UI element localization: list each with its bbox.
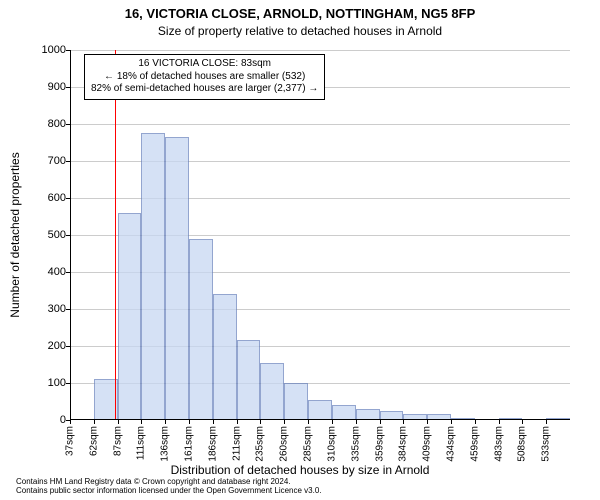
- y-tick-label: 900: [36, 81, 66, 93]
- x-tick-label: 260sqm: [279, 426, 290, 462]
- x-tick: [356, 420, 357, 424]
- attribution-line-2: Contains public sector information licen…: [16, 487, 322, 496]
- x-tick: [522, 420, 523, 424]
- x-tick-label: 111sqm: [136, 426, 147, 460]
- x-tick-label: 136sqm: [160, 426, 171, 462]
- x-tick: [403, 420, 404, 424]
- x-tick-label: 459sqm: [469, 426, 480, 462]
- histogram-chart: 16, VICTORIA CLOSE, ARNOLD, NOTTINGHAM, …: [0, 0, 600, 500]
- x-tick: [70, 420, 71, 424]
- histogram-bar: [237, 340, 261, 420]
- y-tick-label: 500: [36, 229, 66, 241]
- y-tick-label: 300: [36, 303, 66, 315]
- x-tick: [237, 420, 238, 424]
- x-tick: [141, 420, 142, 424]
- histogram-bar: [189, 239, 213, 420]
- histogram-bar: [141, 133, 165, 420]
- x-tick-label: 483sqm: [493, 426, 504, 462]
- y-axis-line: [70, 50, 71, 420]
- y-tick: [66, 87, 70, 88]
- x-tick-label: 409sqm: [422, 426, 433, 462]
- gridline: [70, 50, 570, 51]
- y-tick-label: 800: [36, 118, 66, 130]
- annotation-line-1: 16 VICTORIA CLOSE: 83sqm: [91, 58, 318, 71]
- x-tick: [427, 420, 428, 424]
- y-tick-label: 600: [36, 192, 66, 204]
- x-tick: [499, 420, 500, 424]
- y-tick-label: 700: [36, 155, 66, 167]
- x-tick-label: 186sqm: [207, 426, 218, 462]
- x-tick: [213, 420, 214, 424]
- x-axis-title: Distribution of detached houses by size …: [0, 463, 600, 477]
- x-tick: [284, 420, 285, 424]
- y-tick-label: 200: [36, 340, 66, 352]
- x-tick-label: 508sqm: [517, 426, 528, 462]
- x-tick: [189, 420, 190, 424]
- x-tick: [118, 420, 119, 424]
- annotation-line-2: ← 18% of detached houses are smaller (53…: [91, 71, 318, 84]
- x-tick-label: 285sqm: [303, 426, 314, 462]
- x-tick-label: 335sqm: [350, 426, 361, 462]
- y-tick: [66, 50, 70, 51]
- histogram-bar: [284, 383, 308, 420]
- x-tick-label: 359sqm: [374, 426, 385, 462]
- x-tick-label: 533sqm: [541, 426, 552, 462]
- histogram-bar: [308, 400, 332, 420]
- x-tick: [380, 420, 381, 424]
- x-tick: [260, 420, 261, 424]
- chart-subtitle: Size of property relative to detached ho…: [0, 24, 600, 38]
- y-axis-title: Number of detached properties: [8, 152, 22, 317]
- histogram-bar: [332, 405, 356, 420]
- x-tick-label: 384sqm: [398, 426, 409, 462]
- x-tick: [546, 420, 547, 424]
- x-tick: [308, 420, 309, 424]
- y-tick-label: 0: [36, 414, 66, 426]
- x-tick: [451, 420, 452, 424]
- attribution: Contains HM Land Registry data © Crown c…: [16, 478, 322, 496]
- x-tick-label: 434sqm: [445, 426, 456, 462]
- annotation-box: 16 VICTORIA CLOSE: 83sqm ← 18% of detach…: [84, 54, 325, 100]
- histogram-bar: [165, 137, 189, 420]
- annotation-line-3: 82% of semi-detached houses are larger (…: [91, 83, 318, 96]
- gridline: [70, 124, 570, 125]
- x-tick-label: 87sqm: [112, 426, 123, 456]
- x-tick-label: 37sqm: [65, 426, 76, 456]
- chart-title: 16, VICTORIA CLOSE, ARNOLD, NOTTINGHAM, …: [0, 6, 600, 21]
- x-tick: [475, 420, 476, 424]
- y-axis-labels: 01002003004005006007008009001000: [36, 50, 66, 420]
- y-tick: [66, 309, 70, 310]
- y-tick: [66, 346, 70, 347]
- y-tick: [66, 198, 70, 199]
- x-tick-label: 62sqm: [88, 426, 99, 456]
- y-tick: [66, 383, 70, 384]
- y-tick-label: 400: [36, 266, 66, 278]
- x-tick-label: 310sqm: [326, 426, 337, 462]
- histogram-bar: [213, 294, 237, 420]
- y-tick: [66, 235, 70, 236]
- y-tick-label: 100: [36, 377, 66, 389]
- y-tick: [66, 161, 70, 162]
- x-tick: [165, 420, 166, 424]
- marker-line: [115, 50, 116, 420]
- y-tick: [66, 272, 70, 273]
- histogram-bar: [118, 213, 142, 420]
- x-tick-label: 235sqm: [255, 426, 266, 462]
- x-tick-label: 161sqm: [184, 426, 195, 462]
- x-tick: [332, 420, 333, 424]
- y-tick-label: 1000: [36, 44, 66, 56]
- x-tick: [94, 420, 95, 424]
- plot-area: [70, 50, 570, 420]
- y-tick: [66, 124, 70, 125]
- histogram-bar: [260, 363, 284, 420]
- x-tick-label: 211sqm: [231, 426, 242, 461]
